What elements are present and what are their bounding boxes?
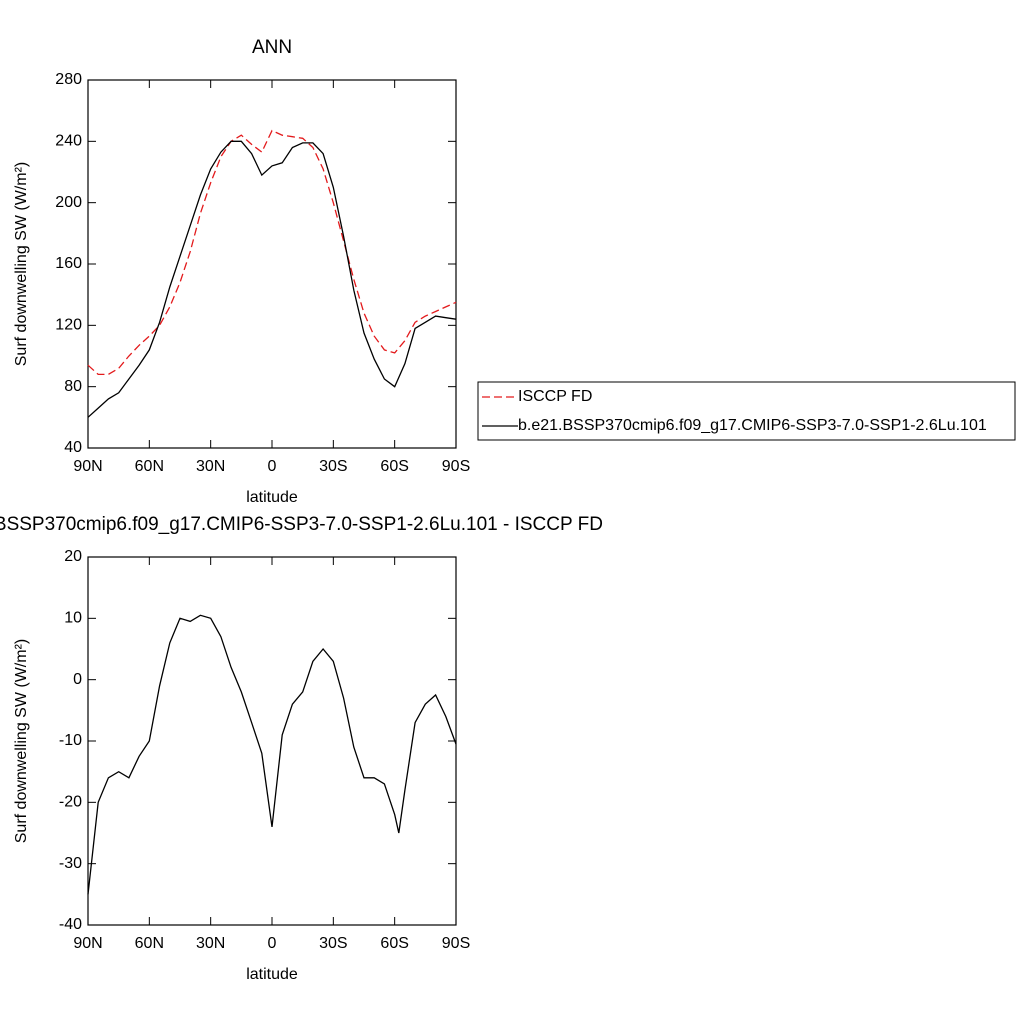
plot-frame [87,79,457,449]
x-tick-label: 30N [196,935,225,952]
y-tick-label: 0 [73,671,82,688]
y-tick-label: 160 [55,255,82,272]
y-tick-label: 20 [64,548,82,565]
y-tick-label: 280 [55,71,82,88]
x-tick-label: 90N [73,935,102,952]
line-series [87,140,457,418]
x-tick-label: 30S [319,458,347,475]
x-tick-label: 90N [73,458,102,475]
x-tick-label: 60N [135,458,164,475]
legend-label: b.e21.BSSP370cmip6.f09_g17.CMIP6-SSP3-7.… [518,417,987,434]
y-tick-label: -40 [59,916,82,933]
y-tick-label: -10 [59,732,82,749]
y-axis-label: Surf downwelling SW (W/m²) [13,162,30,366]
chart-title: b.e21.BSSP370cmip6.f09_g17.CMIP6-SSP3-7.… [0,514,603,535]
x-tick-label: 60N [135,935,164,952]
y-tick-label: 80 [64,378,82,395]
chart-title: ANN [252,37,292,58]
y-tick-label: 120 [55,317,82,334]
y-axis-label: Surf downwelling SW (W/m²) [13,639,30,843]
y-tick-label: 40 [64,439,82,456]
line-series [87,129,457,376]
legend-label: ISCCP FD [518,388,592,405]
y-tick-label: 10 [64,610,82,627]
x-tick-label: 30S [319,935,347,952]
line-series [87,614,457,895]
x-axis-label: latitude [246,489,298,506]
x-tick-label: 90S [442,935,470,952]
x-tick-label: 0 [268,935,277,952]
y-tick-label: -30 [59,855,82,872]
legend-box [477,381,1016,441]
y-tick-label: 200 [55,194,82,211]
x-tick-label: 90S [442,458,470,475]
x-tick-label: 30N [196,458,225,475]
y-tick-label: -20 [59,794,82,811]
x-tick-label: 0 [268,458,277,475]
y-tick-label: 240 [55,133,82,150]
plot-frame [87,556,457,926]
x-tick-label: 60S [380,935,408,952]
x-tick-label: 60S [380,458,408,475]
x-axis-label: latitude [246,966,298,983]
